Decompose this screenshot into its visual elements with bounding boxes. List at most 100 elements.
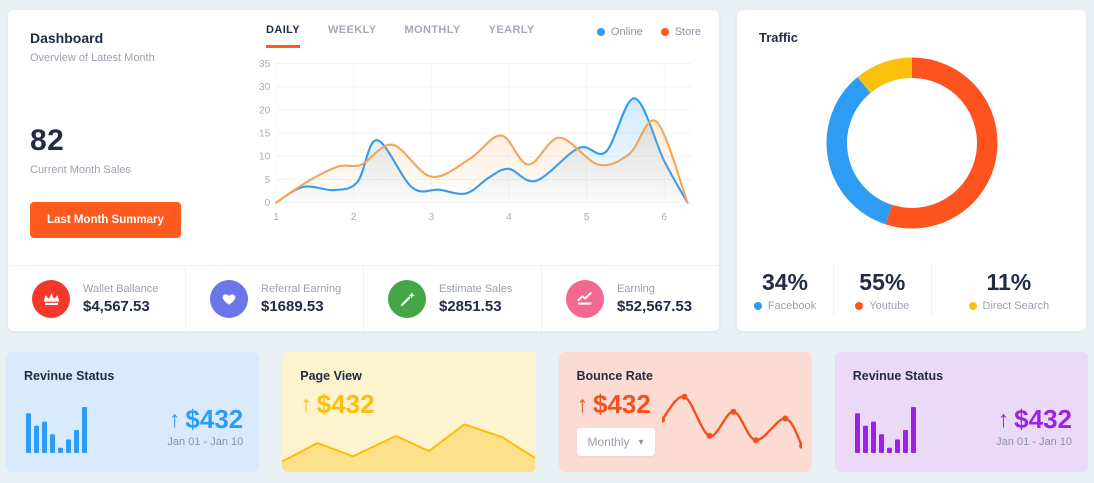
bounce-rate-card: Bounce Rate ↑ $432 Monthly ▾ xyxy=(558,352,812,472)
stat-label: Estimate Sales xyxy=(439,282,513,295)
amount: ↑ $432 xyxy=(300,391,517,417)
svg-text:4: 4 xyxy=(506,212,512,223)
svg-text:6: 6 xyxy=(661,212,667,223)
page-subtitle: Overview of Latest Month xyxy=(30,52,155,64)
card-title: Revinue Status xyxy=(852,369,944,383)
stat-wallet-balance: Wallet Ballance $4,567.53 xyxy=(8,266,185,331)
page-view-area-chart xyxy=(282,414,536,472)
revenue-status-card-blue: Revinue Status ↑ $432 Jan 01 - Jan 10 xyxy=(6,352,260,472)
magic-wand-icon xyxy=(400,291,415,306)
tab-daily[interactable]: DAILY xyxy=(266,24,300,48)
amount-value: $432 xyxy=(593,389,651,419)
crown-icon-circle xyxy=(32,279,70,318)
youtube-dot-icon xyxy=(855,301,864,310)
stat-value: $1689.53 xyxy=(261,297,324,315)
tab-yearly[interactable]: YEARLY xyxy=(488,24,535,36)
direct-search-dot-icon xyxy=(968,301,977,310)
stat-label: Referral Earning xyxy=(261,282,342,295)
legend-online-label: Online xyxy=(610,26,643,38)
svg-text:35: 35 xyxy=(259,59,271,70)
heart-icon-circle xyxy=(210,279,248,318)
svg-text:5: 5 xyxy=(584,212,590,223)
dashboard-summary-panel: Dashboard Overview of Latest Month 82 Cu… xyxy=(8,10,251,265)
card-title: Page View xyxy=(300,369,362,383)
line-chart-icon xyxy=(577,292,592,305)
current-month-sales-label: Current Month Sales xyxy=(30,164,131,176)
svg-text:15: 15 xyxy=(259,128,271,139)
source-facebook: 34% Facebook xyxy=(737,265,833,315)
dashboard-card: Dashboard Overview of Latest Month 82 Cu… xyxy=(8,10,719,331)
crown-icon xyxy=(43,292,59,305)
facebook-label: Facebook xyxy=(767,299,817,312)
online-dot-icon xyxy=(596,28,605,36)
amount: ↑ $432 xyxy=(577,391,794,417)
svg-text:3: 3 xyxy=(428,212,434,223)
youtube-percent: 55% xyxy=(859,268,906,295)
source-direct-search: 11% Direct Search xyxy=(930,265,1086,315)
facebook-percent: 34% xyxy=(761,268,808,295)
traffic-title: Traffic xyxy=(759,30,799,45)
sales-line-chart: 0 5 10 15 20 30 35 1 2 3 4 5 6 xyxy=(251,52,701,241)
tab-weekly[interactable]: WEEKLY xyxy=(328,24,377,36)
youtube-label: Youtube xyxy=(869,299,910,312)
store-dot-icon xyxy=(660,28,669,36)
svg-text:1: 1 xyxy=(273,212,279,223)
stat-value: $4,567.53 xyxy=(83,297,150,315)
date-range: Jan 01 - Jan 10 xyxy=(996,436,1072,448)
svg-text:30: 30 xyxy=(259,82,271,93)
line-chart-icon-circle xyxy=(566,279,604,318)
facebook-dot-icon xyxy=(753,301,762,310)
revenue-status-card-purple: Revinue Status ↑ $432 Jan 01 - Jan 10 xyxy=(834,352,1088,472)
up-arrow-icon: ↑ xyxy=(997,405,1010,432)
source-youtube: 55% Youtube xyxy=(832,265,931,315)
amount-value: $432 xyxy=(185,404,244,434)
page-title: Dashboard xyxy=(30,30,104,46)
chart-legend: Online Store xyxy=(596,26,701,38)
amount-value: $432 xyxy=(316,389,375,419)
card-title: Revinue Status xyxy=(24,369,115,383)
card-title: Bounce Rate xyxy=(576,369,653,383)
revenue-bars-chart xyxy=(26,407,88,458)
magic-wand-icon-circle xyxy=(388,279,426,318)
last-month-summary-button[interactable]: Last Month Summary xyxy=(30,202,181,238)
traffic-card: Traffic 34% Facebook 55% Youtube 11% Dir… xyxy=(737,10,1086,331)
svg-text:10: 10 xyxy=(259,152,271,163)
stat-referral-earning: Referral Earning $1689.53 xyxy=(185,266,363,331)
stat-label: Earning xyxy=(617,282,655,295)
stat-value: $2851.53 xyxy=(439,297,502,315)
legend-item-store[interactable]: Store xyxy=(660,26,701,38)
monthly-dropdown[interactable]: Monthly ▾ xyxy=(576,428,655,456)
amount: ↑ $432 xyxy=(167,406,243,432)
up-arrow-icon: ↑ xyxy=(300,390,312,417)
up-arrow-icon: ↑ xyxy=(168,405,181,432)
svg-text:0: 0 xyxy=(265,198,271,209)
stat-estimate-sales: Estimate Sales $2851.53 xyxy=(363,266,541,331)
bottom-cards-row: Revinue Status ↑ $432 Jan 01 - Jan 10 Pa… xyxy=(6,352,1088,472)
page-view-card: Page View ↑ $432 xyxy=(282,352,536,472)
stat-value: $52,567.53 xyxy=(617,297,693,315)
svg-text:2: 2 xyxy=(351,212,357,223)
dropdown-value: Monthly xyxy=(587,435,630,449)
current-month-sales-value: 82 xyxy=(30,124,65,157)
sales-chart-panel: DAILY WEEKLY MONTHLY YEARLY Online Store xyxy=(251,10,719,265)
svg-text:5: 5 xyxy=(265,175,271,186)
up-arrow-icon: ↑ xyxy=(576,390,589,417)
stat-label: Wallet Ballance xyxy=(83,282,159,295)
traffic-donut-chart xyxy=(826,57,998,229)
legend-item-online[interactable]: Online xyxy=(596,26,643,38)
direct-search-percent: 11% xyxy=(986,268,1032,295)
traffic-sources: 34% Facebook 55% Youtube 11% Direct Sear… xyxy=(737,261,1086,319)
svg-text:20: 20 xyxy=(259,105,271,116)
chevron-down-icon: ▾ xyxy=(638,436,644,448)
date-range: Jan 01 - Jan 10 xyxy=(167,436,244,448)
revenue-bars-chart xyxy=(854,407,917,458)
stats-row: Wallet Ballance $4,567.53 Referral Earni… xyxy=(8,265,719,331)
amount: ↑ $432 xyxy=(996,406,1072,432)
amount-value: $432 xyxy=(1014,404,1072,434)
tab-monthly[interactable]: MONTHLY xyxy=(404,24,461,36)
legend-store-label: Store xyxy=(674,26,701,38)
heart-icon xyxy=(222,293,236,305)
stat-earning: Earning $52,567.53 xyxy=(541,266,719,331)
period-tabs: DAILY WEEKLY MONTHLY YEARLY xyxy=(266,24,535,48)
direct-search-label: Direct Search xyxy=(982,299,1050,312)
